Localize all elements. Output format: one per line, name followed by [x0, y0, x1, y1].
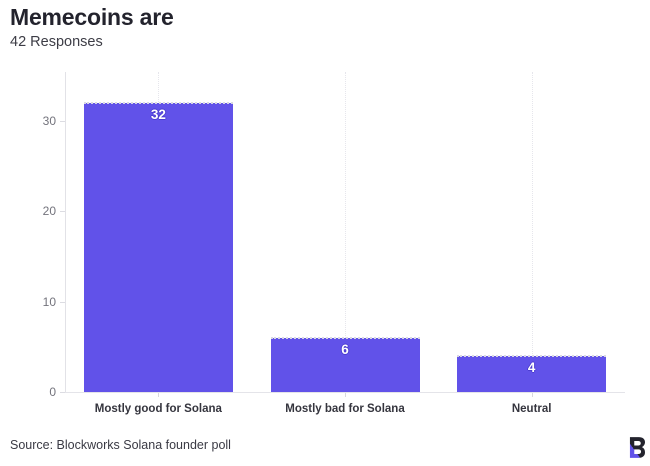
x-axis-tick: [345, 393, 346, 397]
blockworks-logo-icon: [629, 437, 645, 458]
y-axis-tick: [60, 121, 65, 123]
y-axis-tick-label: 30: [42, 114, 56, 129]
category-label: Neutral: [511, 403, 552, 415]
bar-top-dotted-line: [457, 354, 607, 357]
category-gridline: [531, 72, 533, 392]
category-label: Mostly good for Solana: [94, 403, 222, 415]
x-axis-tick: [158, 393, 160, 397]
y-axis-tick: [60, 301, 65, 303]
bar: [457, 354, 607, 392]
y-axis-tick: [60, 211, 65, 213]
y-axis-line: [65, 72, 66, 392]
y-axis-tick-label: 20: [42, 204, 56, 219]
bar-value-label: 6: [341, 341, 349, 357]
y-axis-tick: [60, 392, 65, 393]
y-axis-tick-label: 10: [42, 294, 56, 309]
bar: [270, 336, 420, 392]
chart-subtitle: 42 Responses: [10, 34, 103, 50]
bar-value-label: 32: [150, 107, 166, 123]
bar-top-dotted-line: [270, 336, 420, 339]
bar-top-dotted-line: [83, 102, 233, 105]
category-label: Mostly bad for Solana: [285, 403, 405, 415]
x-axis-tick: [531, 393, 533, 397]
x-axis-baseline: [65, 392, 625, 393]
bar: [83, 102, 233, 392]
chart-title: Memecoins are: [10, 4, 174, 30]
source-note: Source: Blockworks Solana founder poll: [10, 438, 231, 452]
y-axis-tick-label: 0: [49, 385, 56, 399]
category-gridline: [345, 72, 346, 392]
bar-value-label: 4: [527, 359, 536, 375]
